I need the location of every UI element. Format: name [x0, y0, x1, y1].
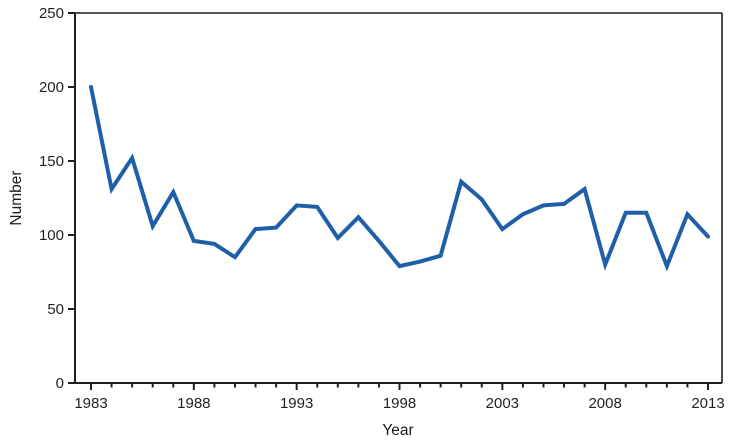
x-tick-label: 1998 — [383, 395, 416, 412]
x-tick-label: 2013 — [691, 395, 724, 412]
x-tick-label: 1993 — [280, 395, 313, 412]
x-tick-label: 2003 — [486, 395, 519, 412]
y-tick-label: 100 — [39, 227, 64, 244]
y-tick-label: 200 — [39, 79, 64, 96]
x-tick-label: 1988 — [177, 395, 210, 412]
y-axis-title: Number — [8, 170, 25, 225]
x-tick-label: 1983 — [74, 395, 107, 412]
x-axis-title: Year — [382, 422, 413, 439]
y-tick-label: 150 — [39, 153, 64, 170]
x-tick-label: 2008 — [588, 395, 621, 412]
y-tick-label: 250 — [39, 5, 64, 22]
y-tick-label: 50 — [47, 301, 64, 318]
y-tick-label: 0 — [56, 375, 64, 392]
data-line-series — [89, 85, 710, 272]
chart-plot-area: 0 50 100 150 200 250 1983 1988 1993 1998 2003 2008 2… — [39, 5, 725, 412]
